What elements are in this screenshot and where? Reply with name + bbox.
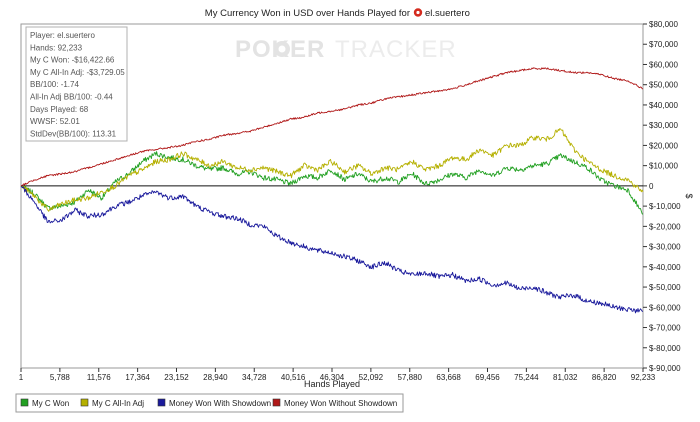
y-tick-label: $20,000 — [649, 141, 678, 150]
legend-item: Money Won Without Showdown — [272, 398, 397, 408]
y-tick-label: $-40,000 — [649, 263, 681, 272]
y-tick-label: $-50,000 — [649, 283, 681, 292]
legend-item: My C Won — [20, 398, 69, 408]
legend-item: My C All-In Adj — [80, 398, 144, 408]
stats-line: My C All-In Adj: -$3,729.05 — [30, 68, 125, 77]
y-tick-label: $60,000 — [649, 60, 678, 69]
y-axis-label: $ — [684, 193, 694, 198]
x-tick-label: 11,576 — [87, 373, 111, 382]
series-layer — [20, 67, 644, 314]
x-axis: 1 5,788 11,576 17,364 23,152 28,940 34,728 40,5… — [19, 368, 656, 382]
stats-line: Player: el.suertero — [30, 31, 95, 40]
stats-line: StdDev(BB/100): 113.31 — [30, 129, 117, 138]
chart-title: My Currency Won in USD over Hands Played… — [205, 8, 410, 19]
y-tick-label: $-70,000 — [649, 324, 681, 333]
y-tick-label: $-20,000 — [649, 222, 681, 231]
watermark-chip-icon — [274, 41, 290, 57]
x-tick-label: 57,880 — [398, 373, 423, 382]
legend: My C Won My C All-In Adj Money Won With Sh… — [15, 393, 404, 413]
x-tick-label: 17,364 — [125, 373, 150, 382]
x-tick-label: 46,304 — [320, 373, 345, 382]
series-line-money-won-with-showdown — [20, 185, 643, 314]
x-tick-label: 86,820 — [592, 373, 617, 382]
y-tick-label: $-80,000 — [649, 344, 681, 353]
x-tick-label: 40,516 — [281, 373, 306, 382]
series-line-my-c-all-in-adj — [20, 128, 644, 212]
y-tick-label: $10,000 — [649, 162, 678, 171]
legend-label: My C Won — [32, 399, 69, 408]
stats-line: Days Played: 68 — [30, 105, 89, 114]
series-line-money-won-without-showdown — [20, 67, 643, 187]
x-tick-label: 81,032 — [553, 373, 578, 382]
x-tick-label: 28,940 — [203, 373, 228, 382]
x-tick-label: 63,668 — [436, 373, 461, 382]
y-tick-label: 0 — [649, 182, 654, 191]
x-tick-label: 1 — [19, 373, 24, 382]
x-tick-label: 69,456 — [475, 373, 500, 382]
legend-swatch — [20, 398, 29, 407]
pokertracker-watermark: POKER TRACKER — [235, 36, 457, 63]
stats-line: BB/100: -1.74 — [30, 80, 79, 89]
x-tick-label: 5,788 — [50, 373, 71, 382]
y-tick-label: $40,000 — [649, 101, 678, 110]
x-tick-label: 52,092 — [359, 373, 384, 382]
y-tick-label: $-60,000 — [649, 303, 681, 312]
y-tick-label: $30,000 — [649, 121, 678, 130]
y-tick-label: $-30,000 — [649, 243, 681, 252]
legend-swatch — [272, 398, 281, 407]
x-tick-label: 92,233 — [631, 373, 656, 382]
y-axis: $80,000 $70,000 $60,000 $50,000 $40,000 $30,0… — [643, 20, 681, 373]
y-tick-label: $-10,000 — [649, 202, 681, 211]
stats-line: WWSF: 52.01 — [30, 117, 80, 126]
legend-swatch — [80, 398, 89, 407]
legend-label: Money Won Without Showdown — [284, 399, 397, 408]
legend-swatch — [157, 398, 166, 407]
legend-label: Money Won With Showdown — [169, 399, 271, 408]
chart-player-name: el.suertero — [425, 8, 470, 19]
x-tick-label: 23,152 — [164, 373, 189, 382]
x-axis-label: Hands Played — [304, 379, 360, 389]
y-tick-label: $-90,000 — [649, 364, 681, 373]
stats-line: All-In Adj BB/100: -0.44 — [30, 93, 113, 102]
y-tick-label: $50,000 — [649, 81, 678, 90]
x-tick-label: 75,244 — [514, 373, 539, 382]
legend-label: My C All-In Adj — [92, 399, 144, 408]
poker-chip-icon — [413, 8, 423, 17]
stats-line: My C Won: -$16,422.66 — [30, 56, 115, 65]
y-tick-label: $80,000 — [649, 20, 678, 29]
stats-box: Player: el.suertero Hands: 92,233 My C Won… — [25, 26, 128, 142]
svg-text:TRACKER: TRACKER — [335, 36, 457, 63]
y-tick-label: $70,000 — [649, 40, 678, 49]
stats-line: Hands: 92,233 — [30, 43, 83, 52]
legend-item: Money Won With Showdown — [157, 398, 271, 408]
x-tick-label: 34,728 — [242, 373, 267, 382]
